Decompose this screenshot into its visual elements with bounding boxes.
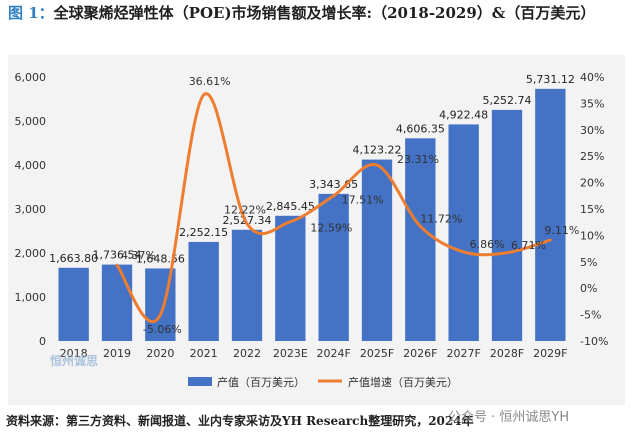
bar-value-label: 5,731.12 — [526, 73, 575, 86]
y-left-tick-label: 6,000 — [15, 71, 47, 84]
bar-value-label: 2,252.15 — [179, 226, 228, 239]
x-tick-label: 2026F — [403, 347, 437, 360]
x-tick-label: 2020 — [146, 347, 174, 360]
bar-2027F — [448, 124, 479, 341]
bar-2028F — [491, 109, 523, 341]
bar-2018 — [58, 267, 89, 341]
line-value-label: 12.59% — [310, 222, 352, 235]
bar-2024F — [318, 193, 349, 341]
y-right-tick-label: 5% — [580, 256, 597, 269]
line-value-label: -5.06% — [143, 323, 182, 336]
source-note: 资料来源：第三方资料、新闻报道、业内专家采访及YH Research整理研究，2… — [6, 414, 474, 428]
y-right-tick-label: 25% — [580, 150, 604, 163]
y-right-tick-label: -10% — [580, 335, 608, 348]
bar-value-label: 4,606.35 — [396, 122, 445, 135]
bar-2021 — [188, 241, 219, 341]
line-value-label: 11.72% — [420, 212, 462, 225]
bar-2026F — [405, 138, 436, 341]
bar-value-label: 4,123.22 — [353, 144, 402, 157]
growth-line — [115, 92, 552, 324]
bar-2025F — [361, 159, 393, 341]
bar-value-label: 2,527.34 — [223, 214, 272, 227]
line-value-label: 36.61% — [189, 75, 231, 88]
legend-swatch-bar — [188, 377, 212, 386]
legend-label-line: 产值增速（百万美元） — [348, 375, 458, 389]
y-right-tick-label: 15% — [580, 203, 604, 216]
line-value-label: 17.51% — [342, 194, 384, 207]
y-right-tick-label: 35% — [580, 97, 604, 110]
figure-title: 图 1：全球聚烯烃弹性体（POE)市场销售额及增长率:（2018-2029）&（… — [8, 4, 628, 23]
bar-value-label: 5,252.74 — [483, 94, 532, 107]
x-tick-label: 2028F — [490, 347, 524, 360]
legend-label-bar: 产值（百万美元） — [217, 375, 305, 389]
x-tick-label: 2023E — [273, 347, 308, 360]
y-left-tick-label: 0 — [39, 335, 46, 348]
logo: 恒州诚思 — [50, 354, 99, 368]
bar-2029F — [535, 88, 566, 341]
figure-title-text: 全球聚烯烃弹性体（POE)市场销售额及增长率:（2018-2029）&（百万美元… — [53, 4, 596, 22]
x-tick-label: 2024F — [317, 347, 351, 360]
x-tick-label: 2027F — [447, 347, 481, 360]
line-value-label: 9.11% — [544, 224, 579, 237]
x-tick-label: 2019 — [103, 347, 131, 360]
y-left-tick-label: 5,000 — [15, 115, 47, 128]
x-tick-label: 2025F — [360, 347, 394, 360]
y-right-tick-label: 20% — [580, 177, 604, 190]
y-left-tick-label: 2,000 — [15, 247, 47, 260]
line-value-label: 23.31% — [397, 153, 439, 166]
y-left-tick-label: 1,000 — [15, 291, 47, 304]
bar-value-label: 2,845.45 — [266, 200, 315, 213]
y-left-tick-label: 3,000 — [15, 203, 47, 216]
figure-number: 图 1： — [8, 4, 54, 22]
bar-value-label: 3,343.65 — [309, 178, 358, 191]
bar-value-label: 1,663.80 — [49, 252, 98, 265]
x-tick-label: 2022 — [233, 347, 261, 360]
bar-value-label: 1,736.54 — [93, 249, 142, 262]
line-value-label: 4.37% — [121, 249, 156, 262]
bar-value-label: 4,922.48 — [439, 108, 488, 121]
y-left-tick-label: 4,000 — [15, 159, 47, 172]
line-value-label: 6.86% — [470, 238, 505, 251]
x-tick-label: 2021 — [190, 347, 218, 360]
x-tick-label: 2029F — [533, 347, 567, 360]
y-right-tick-label: 30% — [580, 124, 604, 137]
line-value-label: 6.71% — [511, 239, 546, 252]
x-tick-label: 2018 — [60, 347, 88, 360]
watermark: 公众号 · 恒州诚思YH — [448, 410, 570, 425]
bar-2019 — [101, 264, 133, 341]
line-value-label: 12.22% — [224, 204, 266, 217]
bar-2023E — [275, 215, 306, 341]
y-right-tick-label: 40% — [580, 71, 604, 84]
y-right-tick-label: -5% — [580, 309, 601, 322]
bar-2022 — [231, 229, 263, 341]
y-right-tick-label: 10% — [580, 229, 604, 242]
y-right-tick-label: 0% — [580, 282, 597, 295]
